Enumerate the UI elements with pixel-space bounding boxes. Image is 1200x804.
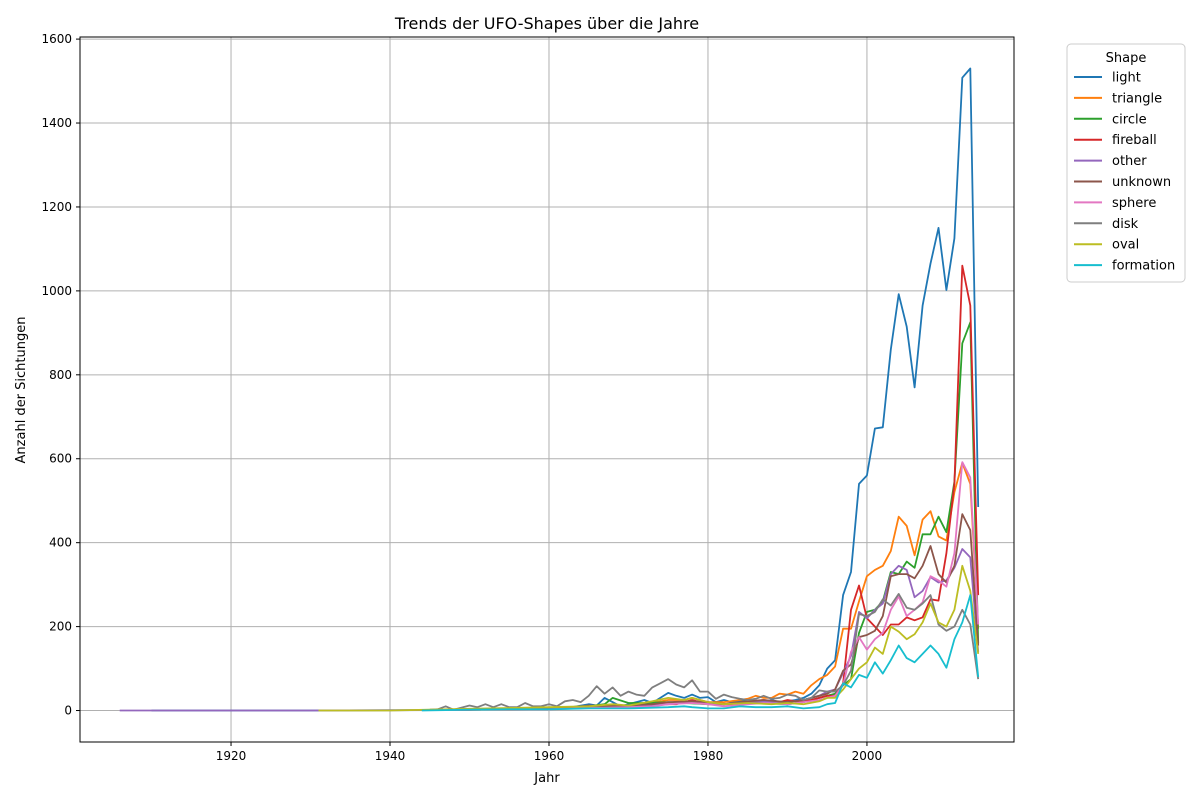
series-line-light bbox=[151, 67, 980, 712]
series-line-sphere bbox=[429, 461, 980, 711]
series-line-triangle bbox=[429, 461, 980, 711]
series-line-circle bbox=[429, 321, 980, 711]
plot-frame bbox=[79, 36, 1015, 743]
series-line-fireball bbox=[429, 264, 980, 711]
legend-label-other: other bbox=[1112, 154, 1147, 169]
series-line-disk bbox=[429, 593, 980, 711]
series-lines bbox=[119, 67, 980, 712]
x-tick-label: 1960 bbox=[534, 749, 565, 763]
legend-items: light triangle circle fireball other unknown s… bbox=[1074, 71, 1175, 274]
x-axis-label: Jahr bbox=[533, 771, 560, 786]
x-tick-label: 1940 bbox=[375, 749, 406, 763]
y-tick-label: 1400 bbox=[41, 116, 72, 130]
legend-label-oval: oval bbox=[1112, 238, 1139, 253]
legend-label-light: light bbox=[1112, 71, 1141, 86]
legend-label-disk: disk bbox=[1112, 217, 1139, 232]
y-axis-label: Anzahl der Sichtungen bbox=[14, 317, 29, 464]
x-tick-label: 1980 bbox=[693, 749, 724, 763]
legend-label-fireball: fireball bbox=[1112, 133, 1157, 148]
series-line-unknown bbox=[429, 513, 980, 711]
x-tick-label: 1920 bbox=[216, 749, 247, 763]
legend-title: Shape bbox=[1106, 51, 1147, 66]
x-axis-ticks: 1920 1940 1960 1980 2000 bbox=[216, 742, 882, 763]
series-line-oval bbox=[318, 564, 980, 712]
y-tick-label: 600 bbox=[49, 452, 72, 466]
legend-label-sphere: sphere bbox=[1112, 196, 1156, 211]
y-tick-label: 1000 bbox=[41, 284, 72, 298]
legend-label-formation: formation bbox=[1112, 259, 1175, 274]
y-tick-label: 0 bbox=[64, 704, 72, 718]
legend-label-circle: circle bbox=[1112, 112, 1147, 127]
y-tick-label: 1600 bbox=[41, 32, 72, 46]
y-tick-label: 400 bbox=[49, 536, 72, 550]
legend-label-unknown: unknown bbox=[1112, 175, 1171, 190]
legend-label-triangle: triangle bbox=[1112, 91, 1162, 106]
series-line-formation bbox=[421, 594, 980, 712]
y-axis-ticks: 0 200 400 600 800 1000 1200 1400 1600 bbox=[41, 32, 80, 718]
chart-title: Trends der UFO-Shapes über die Jahre bbox=[394, 14, 699, 33]
y-tick-label: 200 bbox=[49, 620, 72, 634]
legend: Shape light triangle circle fireball other un… bbox=[1066, 43, 1186, 283]
y-tick-label: 800 bbox=[49, 368, 72, 382]
grid bbox=[80, 37, 1014, 742]
x-tick-label: 2000 bbox=[852, 749, 883, 763]
y-tick-label: 1200 bbox=[41, 200, 72, 214]
